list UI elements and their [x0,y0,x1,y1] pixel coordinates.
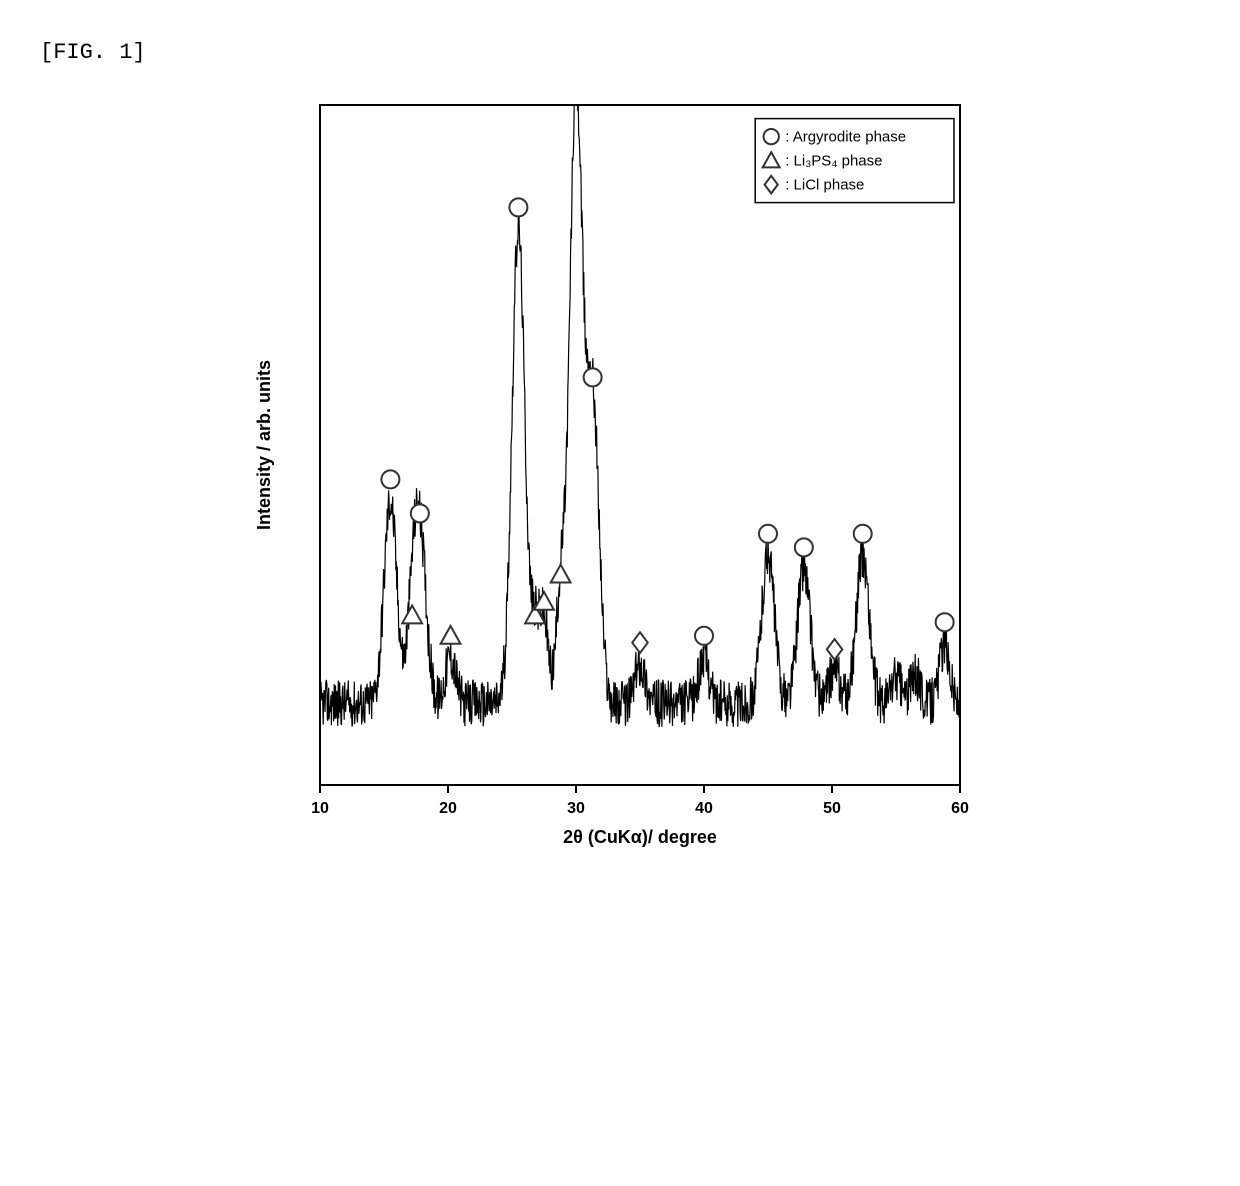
svg-text:10: 10 [311,800,329,817]
svg-text:30: 30 [567,800,585,817]
svg-text:60: 60 [951,800,969,817]
svg-text:: Argyrodite phase: : Argyrodite phase [785,129,906,146]
svg-text:: LiCl phase: : LiCl phase [785,177,864,194]
xrd-chart: 10 20 30 40 50 60 2θ (CuKα)/ degree Intensity /… [230,85,1010,865]
xrd-svg: 10 20 30 40 50 60 2θ (CuKα)/ degree Intensity /… [230,85,980,865]
svg-text:20: 20 [439,800,457,817]
svg-text:40: 40 [695,800,713,817]
svg-text:Intensity / arb. units: Intensity / arb. units [254,360,274,530]
svg-text:50: 50 [823,800,841,817]
svg-text:2θ (CuKα)/ degree: 2θ (CuKα)/ degree [563,827,717,847]
svg-text:: Li₃PS₄ phase: : Li₃PS₄ phase [785,153,882,170]
legend: : Argyrodite phase : Li₃PS₄ phase : LiCl p… [755,119,954,203]
figure-label: [FIG. 1] [40,40,1200,65]
